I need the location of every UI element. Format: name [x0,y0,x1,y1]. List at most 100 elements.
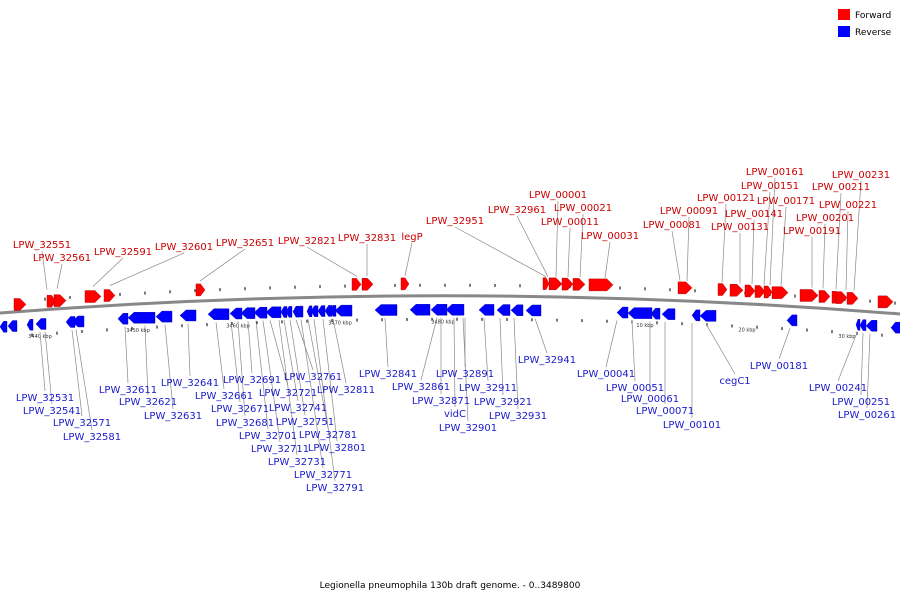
tick-label: 3460 kbp [226,324,250,330]
label-leader [483,317,489,382]
reverse-gene-label: LPW_32721 [259,388,317,399]
reverse-gene-label: LPW_32581 [63,432,121,443]
forward-gene-label: LPW_00121 [697,193,755,204]
forward-gene [846,292,859,305]
label-leader [462,317,469,422]
reverse-genes [0,304,900,334]
reverse-gene-label: LPW_32871 [412,396,470,407]
label-leader [307,319,329,429]
forward-gene [400,277,410,291]
forward-gene [53,294,67,307]
forward-gene-label: LPW_32561 [33,253,91,264]
reverse-gene [855,319,861,331]
reverse-gene [525,304,542,317]
reverse-gene [478,304,495,316]
map-caption: Legionella pneumophila 130b draft genome… [320,581,581,591]
genome-backbone [0,294,900,316]
forward-gene [542,277,550,290]
reverse-gene-label: LPW_32571 [53,418,111,429]
reverse-gene-label: LPW_32681 [216,418,274,429]
reverse-gene [374,304,398,316]
reverse-gene-label: vidC [444,409,466,420]
label-leader [56,263,63,289]
legend-reverse-label: Reverse [855,28,892,38]
forward-gene [13,298,27,311]
forward-gene [103,289,116,302]
reverse-gene [229,307,243,320]
reverse-gene-label: LPW_00041 [577,369,635,380]
label-leaders [39,177,871,482]
label-leader [454,226,547,277]
label-leader [306,246,358,277]
label-leader [763,191,771,285]
forward-gene [763,285,773,299]
reverse-gene-label: LPW_32861 [392,382,450,393]
forward-gene [572,278,586,291]
label-leader [453,317,456,408]
reverse-gene [430,304,448,316]
reverse-gene [334,304,353,317]
label-leader [75,329,93,431]
forward-gene-label: LPW_00081 [643,220,701,231]
label-leader [604,241,611,279]
reverse-gene-label: LPW_32901 [439,423,497,434]
label-leader [705,323,736,375]
label-leader [199,248,246,282]
tick-marks: 3440 kbp 3450 kbp 3460 kbp 3470 kbp 3480 kbp… [19,283,896,340]
label-leader [313,319,336,482]
label-leader [269,320,289,387]
label-leader [322,318,338,442]
reverse-gene-label: LPW_32781 [299,430,357,441]
reverse-gene-label: LPW_00071 [636,406,694,417]
reverse-gene [35,318,47,330]
reverse-gene-label: LPW_32801 [308,443,366,454]
label-leader [332,318,347,384]
reverse-gene [127,312,156,324]
reverse-gene [155,310,173,323]
reverse-gene-label: LPW_32731 [268,457,326,468]
tick-label: 3440 kbp [28,334,52,340]
label-leader [41,250,48,290]
reverse-gene-label: LPW_32941 [518,355,576,366]
label-leader [215,322,225,390]
label-leader [822,223,826,289]
reverse-gene [207,308,230,320]
tick-label: 30 kbp [838,334,855,340]
reverse-gene [7,320,18,332]
forward-gene-label: LPW_32951 [426,216,484,227]
forward-gene-label: LPW_32601 [155,242,213,253]
label-leader [631,320,636,382]
forward-gene [771,286,789,299]
label-leader [555,200,559,277]
reverse-gene-label: LPW_32611 [99,385,157,396]
reverse-gene [699,310,717,322]
reverse-gene-label: LPW_32531 [16,393,74,404]
label-leader [605,320,618,368]
forward-gene-label: LPW_32821 [278,236,336,247]
forward-gene-label: LPW_00031 [581,231,639,242]
reverse-gene [627,307,653,319]
reverse-gene-label: cegC1 [719,376,750,387]
tick-label: 10 kbp [636,323,653,329]
label-leader [289,319,306,416]
label-leader [686,216,690,281]
forward-gene-label: legP [401,232,422,243]
reverse-gene-label: LPW_32541 [23,406,81,417]
label-leader [579,213,584,278]
label-leader [384,318,389,368]
tick-label: 3450 kbp [126,328,150,334]
reverse-gene [280,306,288,318]
reverse-gene-label: LPW_32631 [144,411,202,422]
reverse-gene-label: LPW_32701 [239,431,297,442]
forward-gene-label: LPW_00131 [711,222,769,233]
reverse-gene [510,304,524,316]
label-leader [71,329,83,417]
label-leader [124,326,129,384]
label-leader [671,230,681,281]
reverse-gene [317,305,326,317]
reverse-gene [71,315,85,328]
label-leader [92,257,124,287]
forward-gene-label: LPW_00141 [725,209,783,220]
